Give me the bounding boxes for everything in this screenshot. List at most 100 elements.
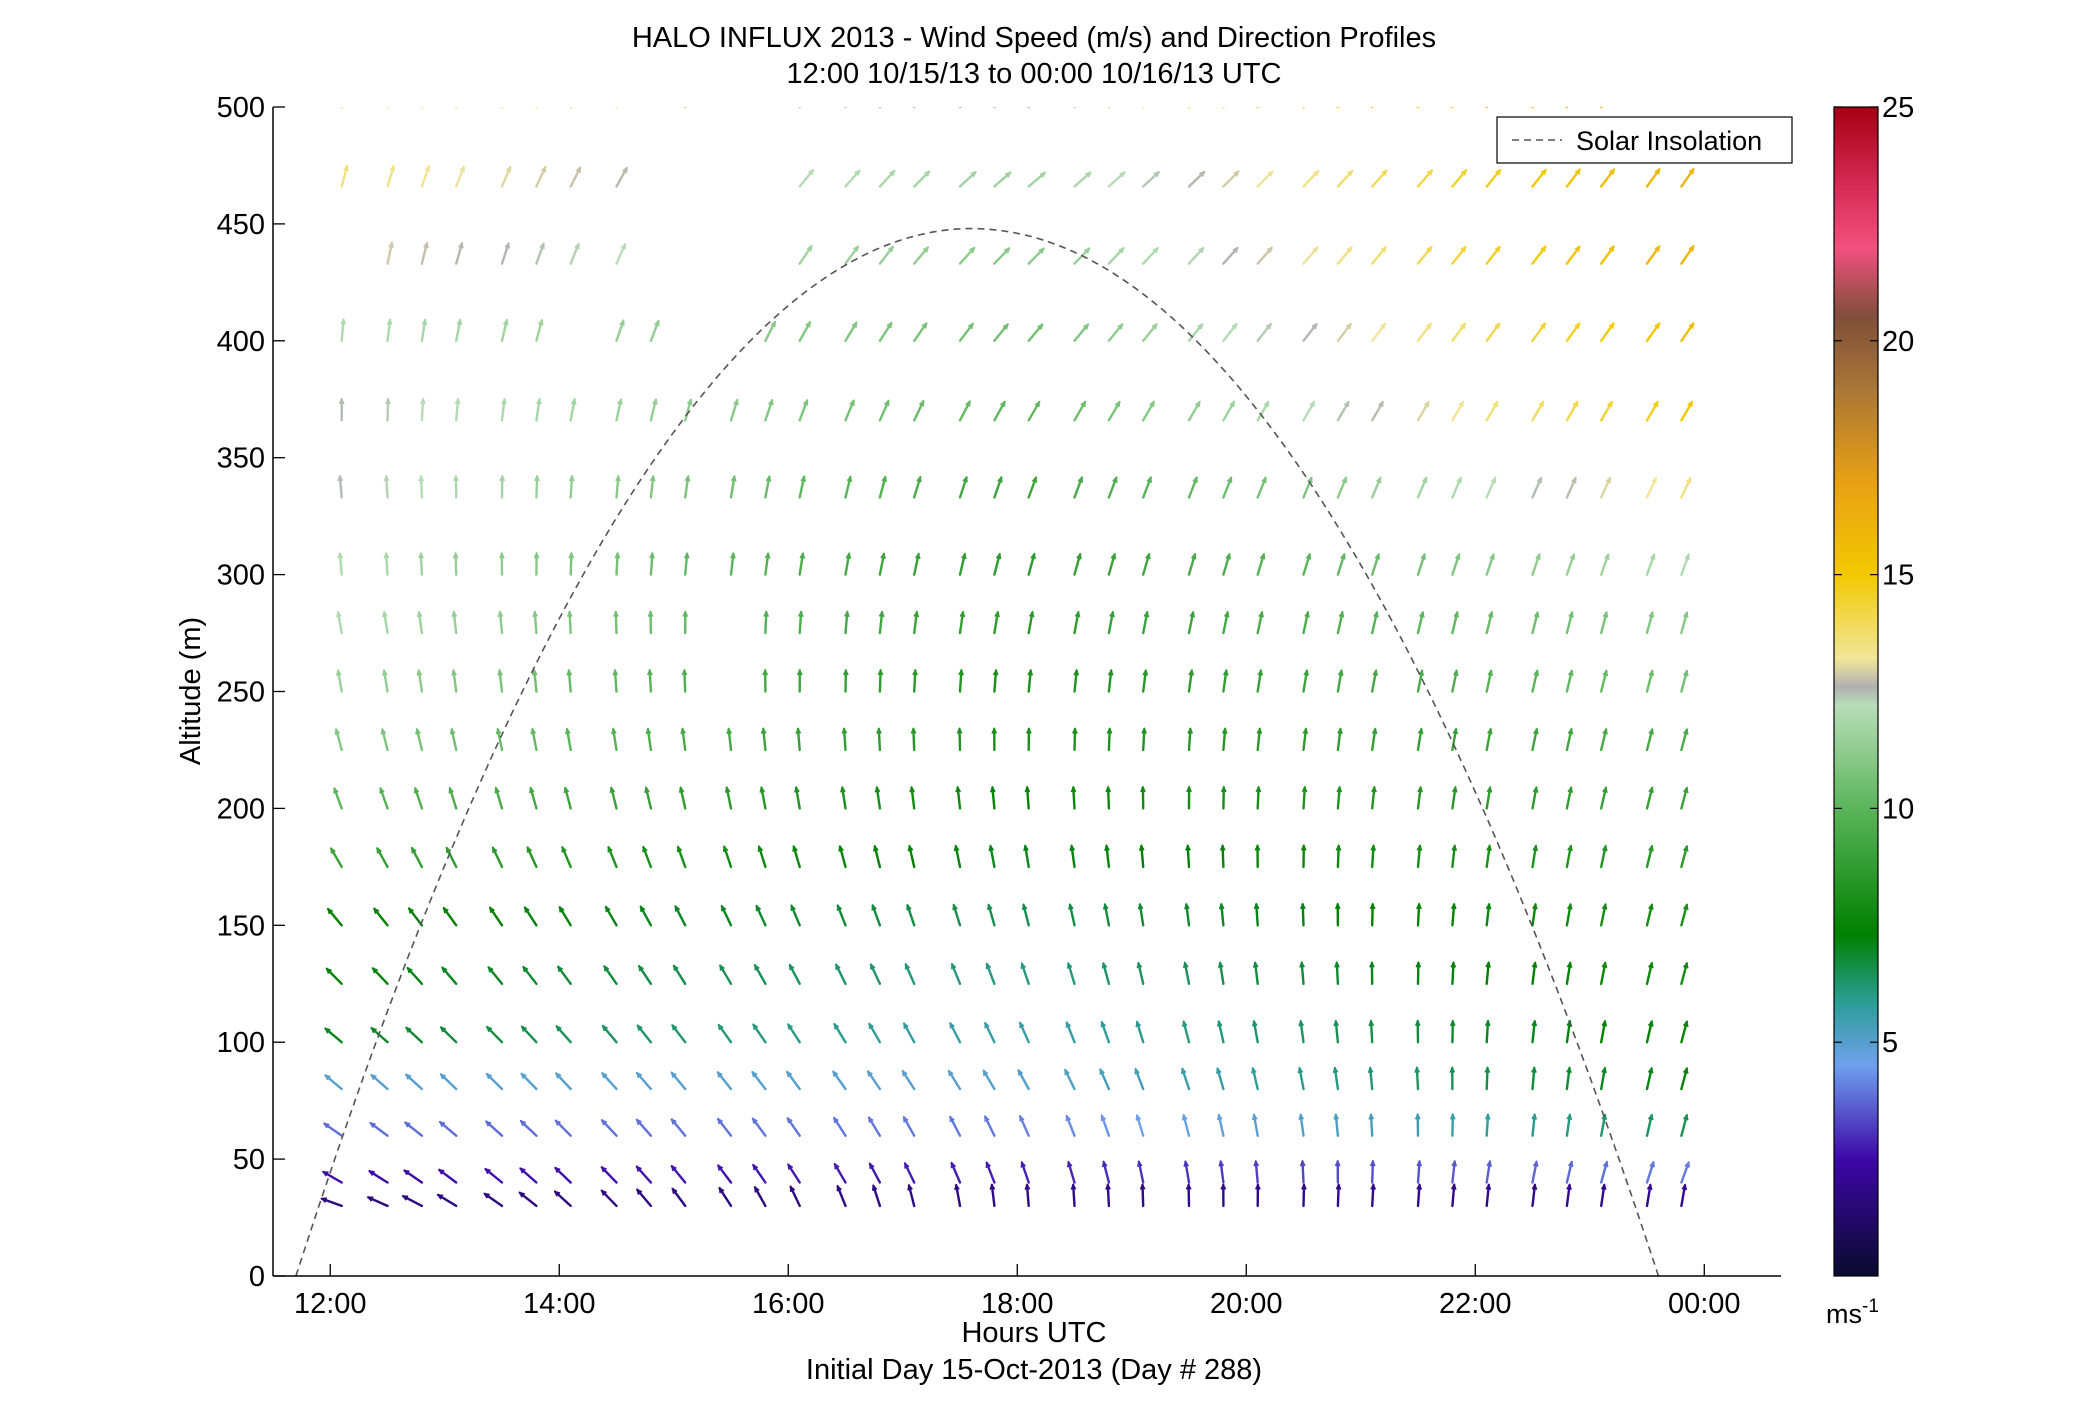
- wind-arrow-head: [484, 1168, 491, 1175]
- wind-arrow-head: [845, 552, 852, 559]
- colorbar-tick-label: 10: [1882, 793, 1914, 825]
- wind-arrow-head: [497, 610, 504, 618]
- wind-arrow: [376, 847, 389, 869]
- wind-arrow-head: [485, 1072, 493, 1080]
- wind-arrow: [639, 905, 653, 927]
- wind-arrow: [333, 787, 343, 810]
- wind-arrow: [878, 322, 893, 342]
- wind-arrow-head: [833, 1022, 840, 1030]
- wind-arrow-head: [1117, 323, 1124, 330]
- wind-arrow: [1302, 611, 1310, 635]
- plot-area: [273, 107, 1781, 1276]
- wind-arrow: [913, 246, 929, 265]
- wind-arrow: [338, 475, 343, 499]
- wind-arrow: [1485, 669, 1493, 693]
- wind-arrow-head: [1002, 323, 1009, 330]
- wind-arrow: [684, 475, 690, 499]
- wind-arrow: [1298, 1067, 1305, 1091]
- wind-arrow-head: [1531, 961, 1538, 968]
- wind-arrow: [1599, 903, 1607, 927]
- wind-arrow-head: [795, 727, 802, 734]
- wind-arrow: [671, 1187, 687, 1208]
- wind-arrow: [1019, 1115, 1030, 1137]
- wind-arrow: [535, 475, 539, 499]
- wind-arrow-head: [325, 967, 332, 974]
- wind-arrow: [569, 107, 573, 109]
- wind-arrow: [792, 845, 801, 869]
- wind-arrow-head: [1252, 961, 1259, 968]
- wind-arrow-head: [442, 906, 449, 914]
- wind-arrow-head: [763, 610, 770, 618]
- wind-arrow-head: [721, 904, 727, 912]
- legend-label: Solar Insolation: [1576, 126, 1762, 156]
- wind-arrow: [729, 399, 739, 422]
- wind-arrow: [952, 904, 962, 927]
- wind-arrow-head: [1682, 844, 1689, 852]
- wind-arrow: [1680, 1067, 1689, 1091]
- wind-arrow: [486, 1025, 504, 1044]
- legend-box: [1496, 116, 1793, 164]
- wind-arrow-head: [846, 475, 853, 483]
- wind-arrow-head: [1084, 247, 1091, 254]
- wind-arrow-head: [1105, 785, 1112, 793]
- wind-arrow-head: [603, 964, 610, 972]
- wind-arrow-head: [1019, 1021, 1025, 1029]
- wind-arrow-head: [452, 551, 459, 559]
- wind-arrow: [790, 904, 801, 927]
- wind-arrow: [489, 906, 504, 927]
- wind-arrow-head: [439, 1026, 447, 1033]
- wind-arrow: [757, 845, 767, 869]
- wind-arrow-head: [522, 965, 529, 973]
- wind-arrow: [567, 669, 572, 693]
- wind-arrow: [1336, 246, 1353, 265]
- wind-arrow: [913, 322, 928, 342]
- wind-arrow: [615, 243, 627, 265]
- wind-arrow: [1485, 477, 1497, 499]
- wind-arrow: [404, 1121, 424, 1137]
- wind-arrow: [1067, 1161, 1076, 1184]
- wind-arrow-head: [1461, 91, 1466, 96]
- wind-arrow-head: [1020, 962, 1026, 969]
- wind-arrow: [1255, 903, 1259, 927]
- wind-arrow-head: [907, 844, 914, 852]
- wind-arrow: [1256, 107, 1260, 109]
- wind-arrow: [844, 321, 858, 342]
- wind-arrow-head: [903, 1022, 909, 1029]
- wind-arrow-head: [334, 727, 341, 735]
- wind-arrow: [1599, 728, 1608, 752]
- colorbar-tick-label: 15: [1882, 560, 1914, 592]
- wind-arrow-head: [418, 551, 424, 559]
- wind-arrow: [989, 845, 996, 869]
- wind-arrow: [529, 787, 538, 810]
- wind-arrow-head: [1298, 1113, 1305, 1120]
- wind-arrow: [1141, 247, 1159, 265]
- wind-arrow: [1141, 611, 1149, 635]
- wind-arrow-head: [1140, 785, 1146, 793]
- wind-arrow: [1336, 844, 1340, 869]
- wind-arrow-head: [340, 318, 347, 325]
- wind-arrow-head: [770, 320, 776, 328]
- wind-arrow: [531, 728, 538, 752]
- wind-arrow-head: [1188, 668, 1195, 676]
- wind-arrow: [1301, 1160, 1305, 1184]
- wind-arrow: [386, 241, 394, 265]
- wind-arrow-head: [1066, 1160, 1073, 1168]
- wind-arrow-head: [1187, 727, 1194, 734]
- x-axis-ticks: 12:00 14:00 16:00 18:00 20:00 22:00 00:00: [294, 1264, 1741, 1320]
- wind-arrow-head: [1449, 1019, 1456, 1027]
- wind-arrow: [1645, 1067, 1653, 1091]
- wind-arrow-head: [601, 1072, 608, 1079]
- wind-arrow-head: [337, 474, 344, 482]
- wind-arrow-head: [922, 246, 929, 253]
- wind-arrow-head: [456, 318, 463, 326]
- wind-arrow: [371, 967, 389, 985]
- wind-arrow: [1416, 322, 1432, 342]
- wind-arrow-head: [1024, 1183, 1031, 1190]
- wind-arrow: [869, 963, 882, 985]
- wind-arrow-head: [613, 610, 619, 617]
- wind-arrow: [1645, 962, 1654, 985]
- wind-arrow: [370, 1027, 389, 1044]
- wind-arrow-head: [751, 1117, 758, 1124]
- wind-arrow: [901, 1070, 916, 1091]
- wind-arrow: [1256, 553, 1266, 576]
